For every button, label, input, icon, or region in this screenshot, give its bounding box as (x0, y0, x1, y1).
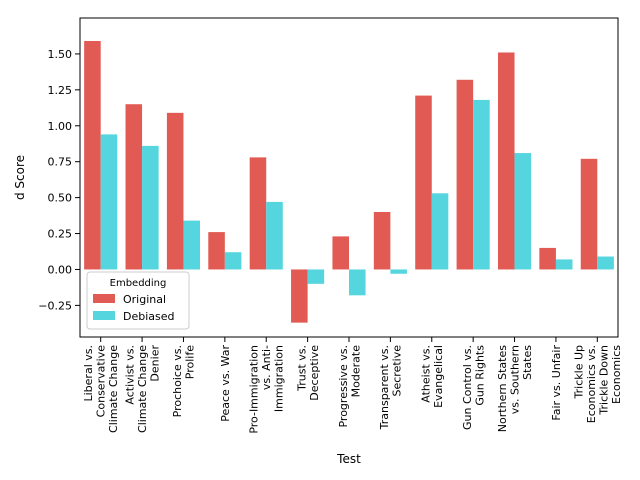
x-tick-label: Deceptive (308, 345, 321, 401)
x-tick-label: Progressive vs. (337, 345, 350, 428)
bar-debiased-1 (142, 145, 159, 270)
bar-debiased-4 (266, 201, 283, 270)
x-tick-label: Prolife (184, 345, 197, 379)
x-tick-label: Transparent vs. (378, 345, 391, 430)
bar-original-8 (415, 95, 432, 270)
y-axis: −0.25 0.00 0.25 0.50 0.75 1.00 1.25 1.50 (38, 48, 80, 312)
x-tick-label: Immigration (273, 345, 286, 412)
bar-debiased-2 (183, 220, 201, 270)
y-tick-label: 0.75 (48, 156, 73, 169)
x-axis-label: Test (336, 452, 361, 466)
x-tick-label: Secretive (391, 345, 404, 397)
bar-original-1 (125, 104, 143, 270)
x-tick-label: Activist vs. (124, 345, 137, 405)
legend: Embedding Original Debiased (86, 271, 190, 330)
bar-debiased-11 (555, 259, 573, 270)
bar-original-6 (332, 236, 349, 270)
x-tick-label: Gun Control vs. (461, 345, 474, 430)
x-tick-label: Prochoice vs. (171, 345, 184, 417)
legend-title: Embedding (110, 278, 167, 289)
x-tick-label: Denier (149, 345, 162, 382)
y-axis-label: d Score (13, 155, 27, 200)
y-tick-label: 0.25 (48, 228, 73, 241)
x-tick-label: Evangelical (432, 345, 445, 408)
x-axis: Liberal vs. Conservative Climate Change Act… (82, 337, 623, 434)
bar-debiased-10 (514, 153, 532, 270)
bar-original-11 (539, 247, 556, 270)
x-tick-label: Moderate (349, 345, 362, 398)
y-tick-label: 0.00 (48, 263, 73, 276)
y-tick-label: 1.25 (48, 84, 73, 97)
x-tick-label: Fair vs. Unfair (550, 345, 563, 421)
bar-original-12 (580, 158, 598, 270)
bar-debiased-12 (597, 256, 614, 270)
y-tick-label: 1.50 (48, 48, 73, 61)
x-tick-label: Trust vs. (295, 345, 308, 392)
bar-original-4 (249, 157, 267, 270)
x-tick-label: vs. Southern (509, 345, 522, 414)
y-tick-label: 0.50 (48, 192, 73, 205)
x-tick-label: Climate Change (136, 345, 149, 433)
bar-debiased-9 (473, 99, 490, 270)
bar-original-10 (497, 52, 515, 270)
bar-original-2 (166, 112, 184, 270)
legend-swatch-original (93, 294, 115, 303)
x-tick-label: Gun Rights (473, 345, 486, 406)
x-tick-label: Northern States (496, 345, 509, 432)
bar-debiased-0 (100, 134, 118, 270)
legend-swatch-debiased (93, 311, 115, 320)
x-tick-label: Economics (610, 345, 623, 404)
x-tick-label: Economics vs. (585, 345, 598, 423)
x-tick-label: Trickle Down (598, 345, 611, 416)
bar-original-3 (208, 232, 225, 270)
bar-debiased-5 (307, 269, 325, 284)
plot-frame (79, 17, 619, 338)
x-tick-label: Climate Change (107, 345, 120, 433)
x-tick-label: Liberal vs. (82, 345, 95, 402)
bar-debiased-3 (224, 252, 242, 270)
bar-original-0 (84, 40, 101, 270)
bar-original-9 (456, 79, 474, 270)
y-tick-label: −0.25 (38, 299, 72, 312)
bar-debiased-8 (431, 193, 449, 270)
legend-label-debiased: Debiased (123, 310, 175, 323)
x-tick-label: Conservative (95, 345, 108, 418)
legend-label-original: Original (123, 293, 166, 306)
y-tick-label: 1.00 (48, 120, 73, 133)
x-tick-label: Peace vs. War (219, 345, 232, 422)
x-tick-label: Trickle Up (573, 345, 586, 399)
x-tick-label: vs. Anti- (260, 345, 273, 390)
bar-original-5 (291, 269, 308, 323)
bar-original-7 (373, 211, 391, 270)
x-tick-label: Pro-Immigration (248, 345, 261, 434)
bar-debiased-7 (390, 269, 407, 274)
bars-layer (84, 40, 614, 323)
x-tick-label: Atheist vs. (420, 345, 433, 403)
bar-debiased-6 (349, 269, 366, 296)
x-tick-label: States (521, 345, 534, 380)
